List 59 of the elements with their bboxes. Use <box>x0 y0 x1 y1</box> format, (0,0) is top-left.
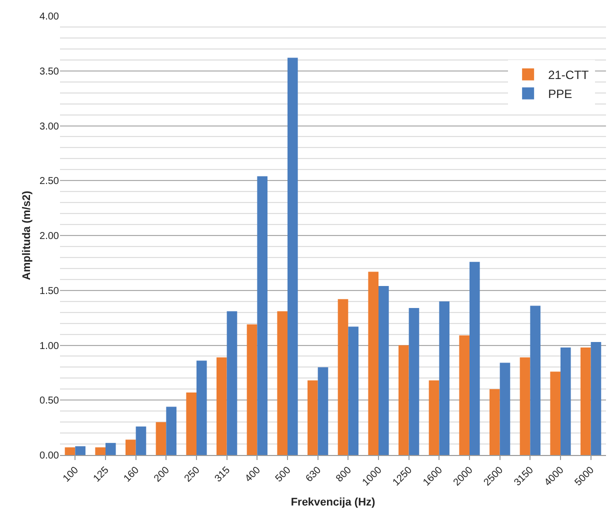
bar <box>246 324 258 455</box>
bar <box>196 360 207 455</box>
bar <box>75 446 86 455</box>
bar <box>308 380 318 455</box>
bar <box>560 347 571 455</box>
y-tick-label: 0.00 <box>40 450 60 462</box>
bar <box>459 335 470 455</box>
x-tick-label: 250 <box>182 464 202 484</box>
bar <box>126 440 136 455</box>
bar <box>64 447 76 455</box>
bar <box>398 345 409 455</box>
bar <box>470 262 480 455</box>
legend-label: 21-CTT <box>548 68 590 82</box>
x-tick-label: 160 <box>122 464 142 484</box>
legend-label: PPE <box>548 87 572 102</box>
bar <box>156 422 166 455</box>
y-tick-label: 0.50 <box>40 396 60 407</box>
y-tick-label: 2.50 <box>40 176 60 188</box>
y-tick-label: 1.00 <box>40 340 60 352</box>
y-tick-label: 3.00 <box>40 121 60 132</box>
bar <box>166 406 176 455</box>
x-tick-label: 315 <box>212 464 233 484</box>
bar <box>257 176 268 455</box>
y-axis-title: Amplituda (m/s2) <box>21 190 34 280</box>
bar <box>136 426 146 455</box>
bar <box>530 306 540 455</box>
y-tick-label: 4.00 <box>40 12 60 22</box>
bar <box>520 357 530 455</box>
x-tick-label: 200 <box>152 464 172 484</box>
bar <box>439 301 450 455</box>
y-tick-label: 3.50 <box>40 66 60 78</box>
bar <box>186 392 196 455</box>
bar <box>288 58 298 455</box>
x-tick-label: 630 <box>304 464 324 484</box>
bar <box>277 311 288 455</box>
bar <box>580 347 591 455</box>
bar <box>500 362 510 455</box>
bar <box>226 311 238 455</box>
bar <box>368 272 378 455</box>
x-tick-label: 100 <box>61 464 82 484</box>
bar <box>428 380 440 455</box>
bar <box>408 308 420 455</box>
bar <box>338 299 348 455</box>
x-axis-title: Frekvencija (Hz) <box>290 496 376 509</box>
bar <box>216 357 227 455</box>
bar <box>348 326 358 455</box>
bar <box>490 389 500 455</box>
bar <box>590 342 602 455</box>
bar <box>106 442 116 455</box>
x-tick-label: 500 <box>274 464 294 484</box>
y-tick-label: 1.50 <box>40 286 60 297</box>
bar <box>550 372 560 455</box>
x-tick-label: 800 <box>334 464 354 484</box>
y-tick-label: 2.00 <box>40 231 60 242</box>
x-tick-label: 125 <box>92 464 112 484</box>
bar <box>95 447 106 455</box>
bar <box>318 367 328 455</box>
bar <box>378 286 389 455</box>
x-tick-label: 400 <box>243 464 264 484</box>
